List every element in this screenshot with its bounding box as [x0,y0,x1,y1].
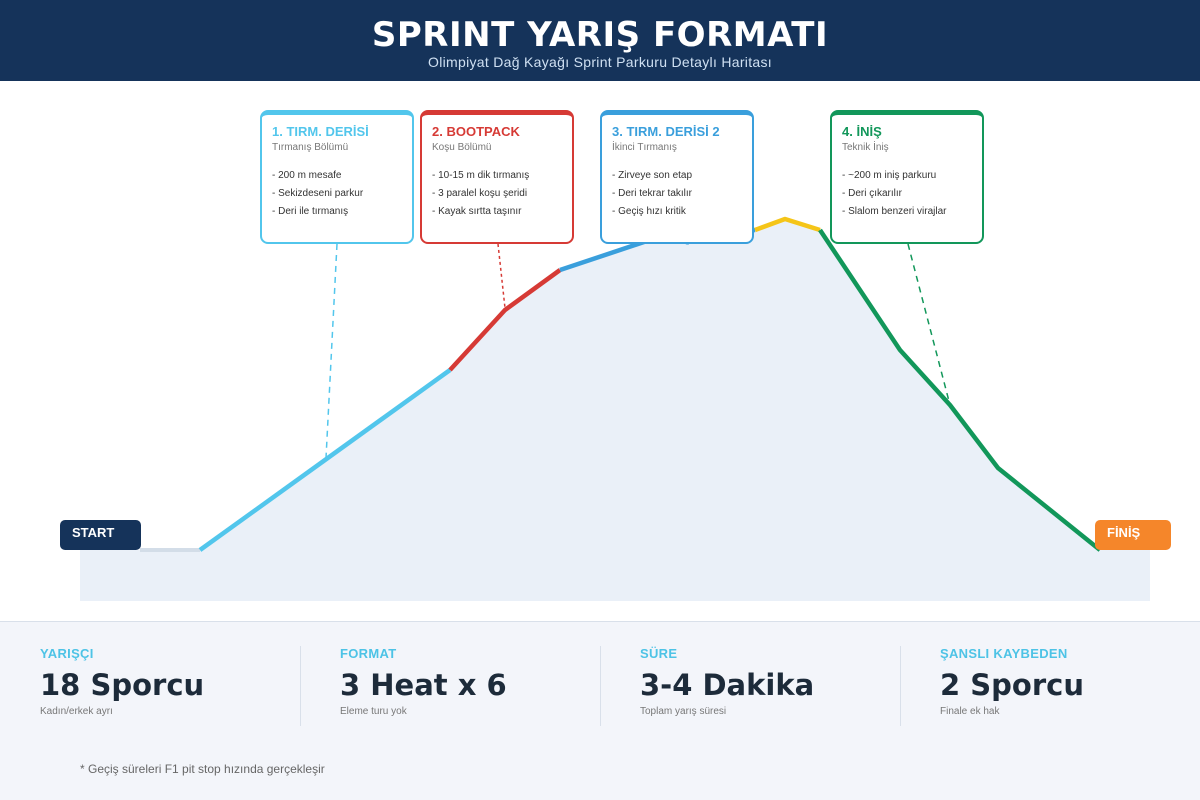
section-card-descent: 4. İNİŞ Teknik İniş - ~200 m iniş parkur… [830,110,984,244]
section-item: - Deri tekrar takılır [612,188,693,199]
section-item: - 10-15 m dik tırmanış [432,170,530,181]
stat-description: Finale ek hak [940,706,1000,717]
section-item: - Deri ile tırmanış [272,206,349,217]
section-title: 4. İNİŞ [842,124,882,139]
stat-divider [300,646,301,726]
section-item: - Sekizdeseni parkur [272,188,364,199]
stat-value: 3 Heat x 6 [340,668,507,702]
summit-line [754,216,821,233]
connector-descent [907,243,951,406]
section-item: - Slalom benzeri virajlar [842,206,947,217]
stat-description: Toplam yarış süresi [640,706,727,717]
stat-divider [600,646,601,726]
section-subtitle: Koşu Bölümü [432,142,492,153]
section-card-climb-2: 3. TIRM. DERİSİ 2 İkinci Tırmanış - Zirv… [600,110,754,244]
section-item: - Kayak sırtta taşınır [432,206,522,217]
section-card-bootpack: 2. BOOTPACK Koşu Bölümü - 10-15 m dik tı… [420,110,574,244]
section-title: 3. TIRM. DERİSİ 2 [612,124,720,139]
page-title: SPRINT YARIŞ FORMATI [371,15,829,55]
section-title: 2. BOOTPACK [432,124,520,139]
stat-value: 2 Sporcu [940,668,1084,702]
connector-climb-1 [325,243,338,459]
connector-bootpack [497,243,506,309]
stat-label: ŞANSLI KAYBEDEN [940,646,1068,661]
stat-description: Kadın/erkek ayrı [40,706,113,717]
stat-value: 18 Sporcu [40,668,205,702]
start-marker: START [60,520,141,550]
segment-bootpack-line [448,268,562,372]
section-subtitle: Teknik İniş [842,142,889,153]
mountain-fill [80,219,1150,601]
stat-format: FORMAT 3 Heat x 6 Eleme turu yok [340,646,600,726]
section-card-climb-1: 1. TIRM. DERİSİ Tırmanış Bölümü - 200 m … [260,110,414,244]
stat-label: FORMAT [340,646,397,661]
stat-label: YARIŞÇI [40,646,94,661]
stat-duration: SÜRE 3-4 Dakika Toplam yarış süresi [640,646,900,726]
stat-racers: YARIŞÇI 18 Sporcu Kadın/erkek ayrı [40,646,300,726]
footnote: * Geçiş süreleri F1 pit stop hızında ger… [80,762,325,776]
page-subtitle: Olimpiyat Dağ Kayağı Sprint Parkuru Deta… [428,54,772,70]
stat-label: SÜRE [640,646,678,661]
section-subtitle: Tırmanış Bölümü [272,142,349,153]
section-item: - ~200 m iniş parkuru [842,170,937,181]
section-subtitle: İkinci Tırmanış [612,142,677,153]
section-title: 1. TIRM. DERİSİ [272,124,369,139]
stat-divider [900,646,901,726]
section-item: - Deri çıkarılır [842,188,902,199]
header: SPRINT YARIŞ FORMATI Olimpiyat Dağ Kayağ… [0,0,1200,81]
stat-description: Eleme turu yok [340,706,407,717]
section-item: - 200 m mesafe [272,170,342,181]
finish-marker: FİNİŞ [1095,520,1171,550]
stats-panel: YARIŞÇI 18 Sporcu Kadın/erkek ayrı FORMA… [0,621,1200,800]
section-item: - 3 paralel koşu şeridi [432,188,528,199]
segment-climb-1-line [198,368,452,552]
section-item: - Geçiş hızı kritik [612,206,686,217]
stat-lucky-loser: ŞANSLI KAYBEDEN 2 Sporcu Finale ek hak [940,646,1200,726]
stat-value: 3-4 Dakika [640,668,815,702]
section-item: - Zirveye son etap [612,170,693,181]
